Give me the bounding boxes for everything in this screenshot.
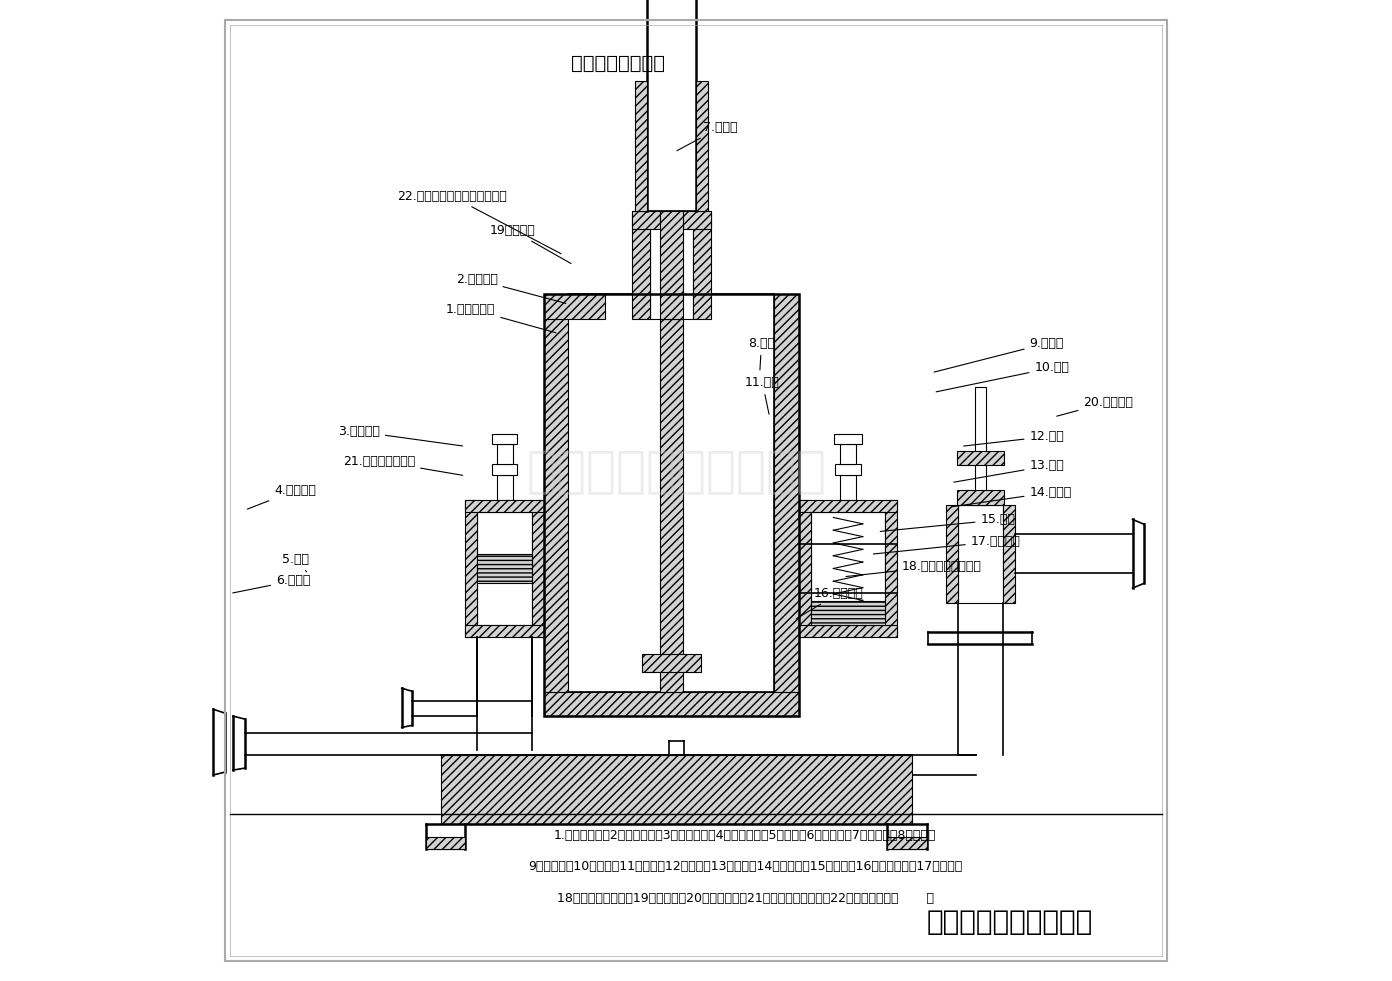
Bar [660,319,683,692]
Bar [532,500,544,638]
Bar [696,81,707,211]
Text: 16.出口阀箱: 16.出口阀箱 [796,587,863,619]
Text: 12.三通: 12.三通 [963,430,1065,446]
Text: 2.芯棒法兰: 2.芯棒法兰 [455,273,565,303]
Text: 不锈钢泵件示意图: 不锈钢泵件示意图 [571,54,664,74]
Bar [958,505,1004,602]
Bar [799,499,896,512]
Bar [426,837,465,849]
Bar [693,211,711,319]
Text: 18，阀芯压板螺丝；19，填料箱；20，出泵法兰；21，耐酸碱橡胶阀片；22耐酸碱填料密封       ：: 18，阀芯压板螺丝；19，填料箱；20，出泵法兰；21，耐酸碱橡胶阀片；22耐酸… [557,892,934,904]
Bar [477,553,532,583]
Text: 13.弯管: 13.弯管 [954,459,1065,483]
Text: 9，导向杆；10，阀芯；11，弹簧；12，三通；13，弯管；14，方法兰；15，阀座；16，出口阀箱；17阀芯压板: 9，导向杆；10，阀芯；11，弹簧；12，三通；13，弯管；14，方法兰；15，… [528,860,962,873]
Text: 19，填料箱: 19，填料箱 [490,224,571,264]
Bar [635,81,647,211]
Bar [799,626,896,638]
Text: 5.弯管: 5.弯管 [283,552,309,572]
Text: 7.空气罐: 7.空气罐 [677,121,738,151]
Bar [834,434,862,443]
Text: 咸阳华星泵业有限公司: 咸阳华星泵业有限公司 [526,447,827,494]
Bar [642,654,702,672]
Bar [544,294,568,716]
Text: 1.泵体工作腔: 1.泵体工作腔 [445,302,555,333]
Bar [885,500,896,638]
Bar [650,211,693,319]
Bar [810,600,885,626]
Text: 20.出泵法兰: 20.出泵法兰 [1057,395,1133,416]
Text: 8.阀盖: 8.阀盖 [748,336,775,370]
Bar [465,500,477,638]
Text: 22.（填料密封：耐酸碱橡胶）: 22.（填料密封：耐酸碱橡胶） [397,189,561,254]
Bar [841,443,856,464]
Text: 3.进口阀箱: 3.进口阀箱 [338,425,462,446]
Bar [465,499,544,512]
Bar [544,294,606,319]
Text: 11.弹簧: 11.弹簧 [745,376,780,414]
Text: 咸阳华星泵业有限公司: 咸阳华星泵业有限公司 [927,908,1093,936]
Text: 14.方法兰: 14.方法兰 [952,486,1072,507]
Bar [568,294,774,692]
Bar [887,837,927,849]
Bar [491,434,518,443]
Bar [974,387,987,505]
Text: 6.方法兰: 6.方法兰 [232,574,310,593]
Text: 9.导向杆: 9.导向杆 [934,336,1063,372]
Bar [497,443,512,464]
Bar [465,626,544,638]
Bar [956,490,1004,505]
Bar [956,450,1004,466]
Bar [799,500,810,638]
Text: 18.阀芯压板固定螺丝: 18.阀芯压板固定螺丝 [846,559,981,577]
Text: 15.阀座: 15.阀座 [880,513,1015,532]
Text: 21.耐酸碱橡胶阀片: 21.耐酸碱橡胶阀片 [342,454,462,476]
Bar [841,476,856,499]
Text: 17.阀芯压板: 17.阀芯压板 [873,535,1020,554]
Bar [497,476,512,499]
Bar [544,692,799,716]
Text: 4.进泵法兰: 4.进泵法兰 [248,484,316,509]
Bar [835,464,860,476]
Bar [491,464,518,476]
Bar [660,211,683,319]
Bar [441,755,912,824]
Bar [947,505,958,602]
Bar [477,511,532,626]
Bar [544,294,799,716]
Text: 10.阀芯: 10.阀芯 [937,361,1069,391]
Bar [632,211,650,319]
Bar [810,511,885,626]
Bar [824,610,873,626]
Bar [774,294,799,716]
Bar [632,211,711,229]
Text: 1.泵体工作腔；2，芯棒法兰；3，进口阀箱；4，进口法兰；5，弯管；6，方法兰；7，空气罐；8，阀盖；: 1.泵体工作腔；2，芯棒法兰；3，进口阀箱；4，进口法兰；5，弯管；6，方法兰；… [554,829,937,842]
Bar [1004,505,1015,602]
